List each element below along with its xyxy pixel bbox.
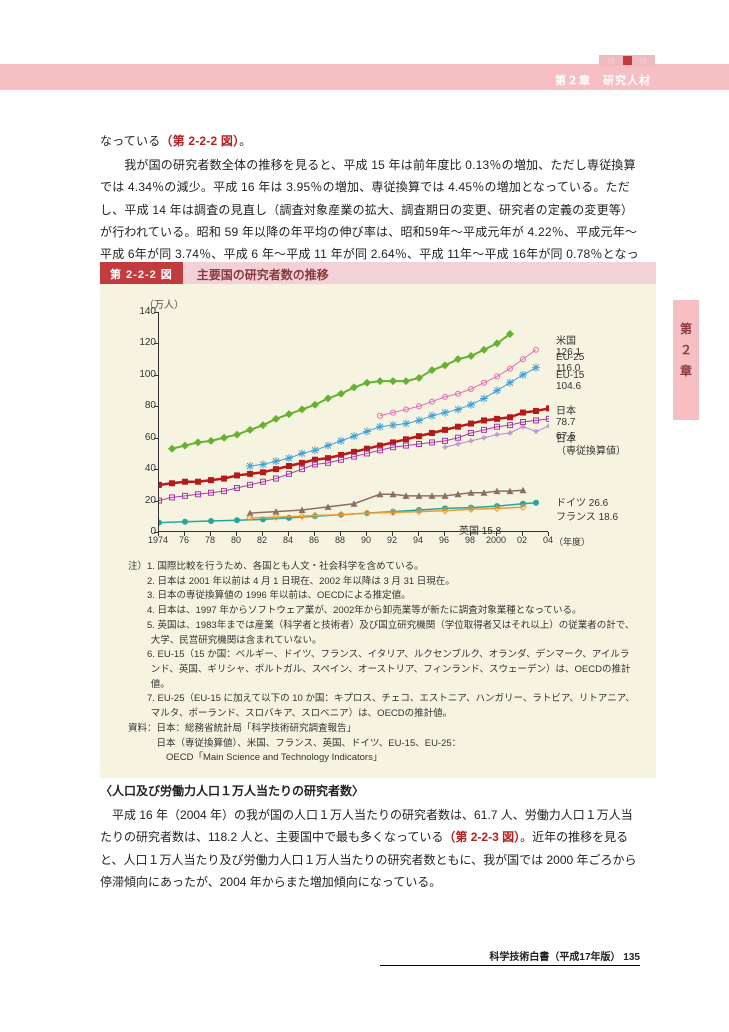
chapter-label: 第２章 研究人材 — [555, 72, 651, 88]
section-heading: 〈人口及び労働力人口１万人当たりの研究者数〉 — [100, 780, 640, 802]
page-footer: 科学技術白書（平成17年版） 135 — [380, 948, 640, 966]
figure-tag: 第 2-2-2 図 — [100, 262, 183, 284]
fig-ref-link-2: （第 2-2-3 図） — [443, 830, 520, 844]
header-accent — [599, 55, 655, 66]
figure-notes: 注）1. 国際比較を行うため、各国とも人文・社会科学を含めている。 2. 日本は… — [114, 554, 642, 778]
fig-ref-link: （第 2-2-2 図） — [160, 134, 239, 148]
chart-area: （万人） 020406080100120140 1974767880828486… — [114, 294, 642, 554]
body-text-2: 〈人口及び労働力人口１万人当たりの研究者数〉 平成 16 年（2004 年）の我… — [100, 780, 640, 893]
figure-2-2-2: 第 2-2-2 図 主要国の研究者数の推移 （万人） 0204060801001… — [100, 262, 656, 778]
figure-title: 主要国の研究者数の推移 — [183, 262, 656, 284]
side-chapter-tab: 第２章 — [673, 300, 699, 420]
